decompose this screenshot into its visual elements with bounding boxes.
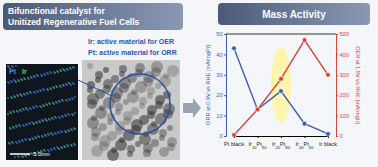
- highlight: [271, 47, 291, 123]
- y2-axis-tick: [336, 136, 338, 137]
- y2-axis-tick-group: 500: [336, 31, 349, 37]
- y2-axis-tick-label: 500: [340, 31, 349, 37]
- y-axis-tick: [224, 95, 226, 96]
- chart-header: [218, 3, 370, 25]
- background: [0, 0, 378, 167]
- y-axis: 0 10 20 30 40 50: [216, 31, 226, 139]
- y2-axis-tick-group: 300: [336, 72, 349, 78]
- series-marker: [279, 76, 284, 81]
- x-tick: [305, 136, 306, 138]
- x-tick-group: [281, 136, 282, 138]
- x-tick-label: Ir20Pt80: [272, 141, 291, 150]
- x-axis-line: [235, 137, 329, 139]
- y-axis-tick-label: 40: [216, 52, 222, 58]
- y2-axis-tick: [336, 75, 338, 76]
- x-tick-group: [258, 136, 259, 138]
- series-marker: [232, 46, 237, 51]
- note: Ir: active material for OER: [88, 38, 174, 45]
- y2-axis-tick-label: 100: [340, 113, 349, 119]
- y-axis-tick-group: 20: [216, 92, 226, 98]
- x-axis: [235, 136, 329, 138]
- y2-axis-tick-group: 400: [336, 52, 349, 58]
- y2-axis-tick: [336, 116, 338, 117]
- y2-axis-tick-label: 200: [340, 92, 349, 98]
- series-line: [234, 48, 328, 134]
- series-marker: [302, 121, 307, 126]
- map-label: Pt: [9, 68, 17, 75]
- y-axis-tick-group: 0: [219, 133, 226, 139]
- y2-axis-tick: [336, 34, 338, 35]
- series-marker: [302, 38, 307, 43]
- header-box: [3, 3, 183, 30]
- y-axis-line: [224, 35, 227, 137]
- x-tick-label: Ir40Pt60: [295, 141, 314, 150]
- y-axis-tick-label: 0: [219, 133, 222, 139]
- y-axis-title: ORR at 0.9V vs RHE [mA/mgPt]: [205, 45, 211, 125]
- y2-axis-tick-group: 0: [336, 133, 343, 139]
- x-tick-label: Ir black: [319, 141, 337, 147]
- scale-bar: [10, 153, 30, 155]
- x-tick: [258, 136, 259, 138]
- y2-axis-tick-group: 200: [336, 92, 349, 98]
- x-tick: [281, 136, 282, 138]
- figure: Bifunctional catalyst forUnitized Regene…: [0, 0, 378, 167]
- y-axis-tick: [224, 34, 226, 35]
- y-axis-tick-label: 20: [216, 92, 222, 98]
- x-tick-label: Ir10Pt90: [248, 141, 267, 150]
- x-tick-group: [305, 136, 306, 138]
- series-marker: [326, 72, 331, 77]
- y2-axis-tick: [336, 54, 338, 55]
- eds-map: [6, 64, 78, 160]
- y-axis-tick-group: 40: [216, 52, 226, 58]
- y2-axis-tick: [336, 95, 338, 96]
- y2-axis-tick-label: 400: [340, 52, 349, 58]
- y2-axis-line: [337, 35, 339, 137]
- plot-frame: [226, 34, 336, 35]
- y2-axis: 0 100 200 300 400 500: [336, 31, 349, 139]
- series-marker: [255, 107, 260, 112]
- arrow: [183, 98, 201, 118]
- y-axis-tick-label: 30: [216, 72, 222, 78]
- note: Pt: active material for ORR: [88, 49, 177, 56]
- y-axis-tick-group: 10: [216, 113, 226, 119]
- panel-title: Unitized Regenerative Fuel Cells: [8, 17, 140, 27]
- y-axis-tick-group: 50: [216, 31, 226, 37]
- y-axis-tick: [224, 54, 226, 55]
- y-axis-tick: [224, 75, 226, 76]
- y2-axis-tick-label: 300: [340, 72, 349, 78]
- y2-axis-tick-label: 0: [340, 133, 343, 139]
- y-axis-tick: [224, 116, 226, 117]
- tem-image: [78, 60, 180, 161]
- series-marker: [232, 133, 237, 137]
- y-axis-tick: [224, 136, 226, 137]
- plot-area: [232, 38, 331, 137]
- map-label: Ir: [22, 68, 27, 75]
- series-marker: [255, 107, 260, 112]
- y-axis-tick-label: 50: [216, 31, 222, 37]
- panel-title: Bifunctional catalyst for: [8, 6, 106, 16]
- y-axis-tick-group: 30: [216, 72, 226, 78]
- scale-label: 5.0nm: [33, 151, 50, 157]
- series-marker: [326, 132, 331, 137]
- series-marker: [279, 89, 284, 94]
- x-tick-label: Pt black: [224, 141, 244, 147]
- y2-axis-tick-group: 100: [336, 113, 349, 119]
- y2-axis-title: OER at 1.5V vs RHE [mA/mgIr]: [355, 46, 361, 124]
- series-line: [234, 40, 328, 135]
- y-axis-tick-label: 10: [216, 113, 222, 119]
- chart-title: Mass Activity: [262, 9, 326, 20]
